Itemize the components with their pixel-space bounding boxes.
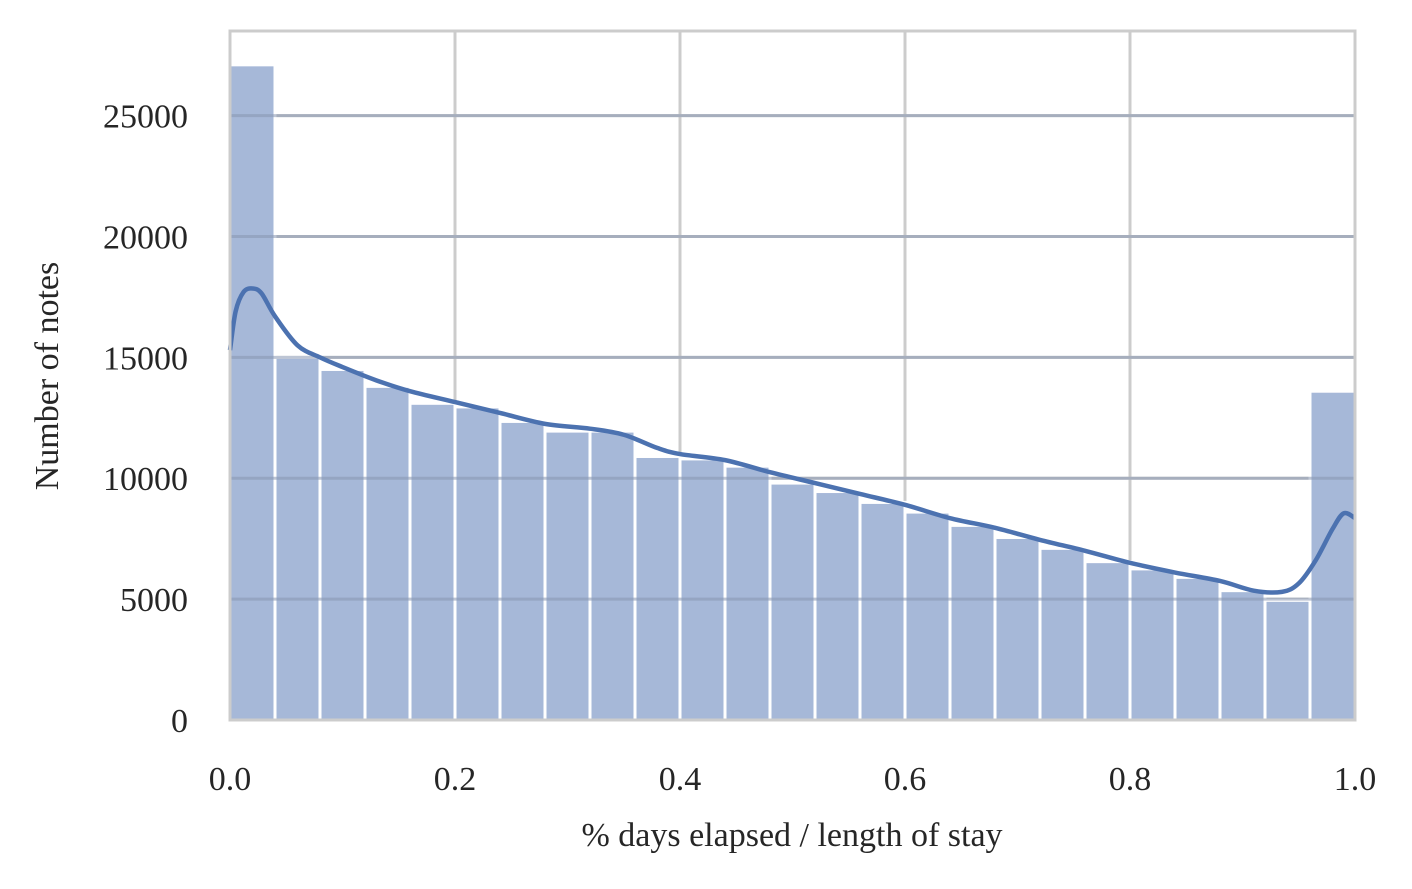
histogram-bar bbox=[1038, 546, 1087, 722]
histogram-bar bbox=[633, 454, 682, 722]
histogram-bar bbox=[453, 405, 502, 722]
histogram-bar bbox=[498, 419, 547, 722]
histogram-bar bbox=[273, 355, 322, 722]
histogram-bar bbox=[858, 500, 907, 722]
histogram-bar bbox=[543, 429, 592, 722]
x-tick-label: 0.6 bbox=[884, 761, 927, 798]
histogram-bar bbox=[948, 523, 997, 722]
histogram-bar bbox=[1218, 589, 1267, 722]
x-tick-label: 0.2 bbox=[434, 761, 477, 798]
histogram-bars bbox=[228, 63, 1357, 722]
y-tick-label: 15000 bbox=[103, 340, 188, 377]
histogram-bar bbox=[318, 367, 367, 722]
histogram-bar bbox=[903, 510, 952, 722]
x-tick-label: 1.0 bbox=[1334, 761, 1377, 798]
kde-line bbox=[227, 286, 1357, 595]
y-tick-label: 25000 bbox=[103, 99, 188, 136]
histogram-bar bbox=[813, 490, 862, 722]
x-tick-label: 0.4 bbox=[659, 761, 702, 798]
y-axis-label: Number of notes bbox=[29, 262, 66, 491]
histogram-bar bbox=[408, 401, 457, 722]
y-tick-label: 20000 bbox=[103, 219, 188, 256]
histogram-bar bbox=[1128, 567, 1177, 722]
histogram-bar bbox=[1263, 598, 1312, 722]
histogram-bar bbox=[723, 464, 772, 722]
y-tick-labels: 0 5000 10000 15000 20000 25000 bbox=[103, 99, 188, 740]
x-tick-label: 0.8 bbox=[1109, 761, 1152, 798]
histogram-bar bbox=[588, 429, 637, 722]
histogram-bar bbox=[993, 535, 1042, 722]
histogram-bar bbox=[768, 481, 817, 722]
kde-curve-group bbox=[227, 286, 1357, 595]
histogram-bar bbox=[678, 457, 727, 722]
axes-frame bbox=[228, 29, 1357, 722]
y-tick-label: 10000 bbox=[103, 461, 188, 498]
x-axis-label: % days elapsed / length of stay bbox=[581, 817, 1002, 854]
y-tick-label: 5000 bbox=[120, 582, 188, 619]
x-tick-label: 0.0 bbox=[209, 761, 252, 798]
plot-frame bbox=[228, 29, 1357, 722]
histogram-bar bbox=[228, 63, 277, 722]
histogram-bar bbox=[1083, 560, 1132, 722]
y-tick-label: 0 bbox=[171, 703, 188, 740]
histogram-bar bbox=[363, 384, 412, 722]
histogram-bar bbox=[1173, 575, 1222, 722]
x-tick-labels: 0.0 0.2 0.4 0.6 0.8 1.0 bbox=[209, 761, 1377, 798]
